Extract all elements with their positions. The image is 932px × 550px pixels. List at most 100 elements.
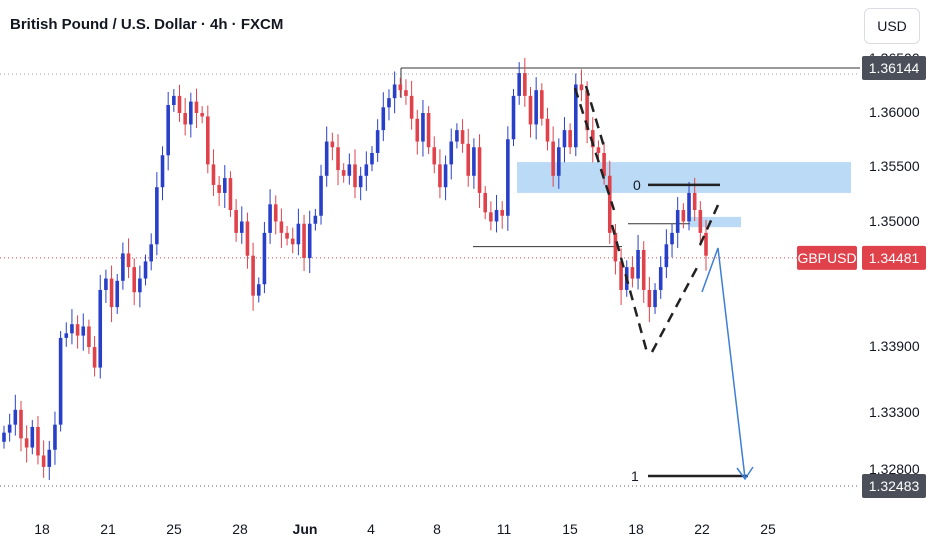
candle-body [228, 178, 233, 211]
low-level-tag: 1.32483 [862, 473, 926, 498]
candle [13, 394, 18, 436]
pattern-head-left-line[interactable] [610, 224, 650, 357]
candle [358, 166, 363, 201]
supply-zone-1[interactable] [690, 216, 741, 228]
projection-arrow-line[interactable] [701, 247, 746, 479]
pattern-left-shoulder-line[interactable] [573, 87, 616, 211]
candle-body [466, 143, 471, 176]
levels-layer [0, 67, 860, 487]
candle-body [647, 289, 652, 308]
candle-body [200, 113, 204, 117]
candle [222, 165, 227, 208]
candle-body [506, 139, 510, 216]
candle-body [472, 147, 476, 176]
candle-body [704, 232, 708, 256]
candle [381, 92, 386, 142]
candle [268, 189, 272, 244]
candle [500, 201, 504, 229]
candle-body [630, 267, 635, 279]
pattern-head-right-line[interactable] [650, 261, 702, 353]
candle-body [41, 455, 46, 467]
candle [432, 136, 437, 174]
candle [132, 258, 137, 306]
x-tick-label: 18 [34, 521, 50, 537]
candle [234, 199, 238, 242]
candle [194, 88, 199, 129]
candle-body [489, 212, 493, 222]
candle [200, 106, 204, 124]
supply-zone-0[interactable] [517, 162, 851, 193]
x-tick-label: 28 [232, 521, 248, 537]
pattern-right-shoulder-line[interactable] [698, 204, 720, 246]
high-level-tag-text: 1.36144 [869, 60, 920, 76]
candle-body [302, 223, 306, 258]
candle [347, 153, 352, 185]
candle-body [138, 278, 142, 293]
candle [523, 57, 527, 107]
candle-body [494, 210, 499, 222]
candle-body [30, 426, 35, 448]
candle-body [483, 192, 488, 213]
candle-body [613, 232, 618, 262]
candle-body [404, 90, 408, 96]
candle-body [336, 147, 340, 171]
candle [557, 138, 561, 189]
x-tick-label: 11 [497, 521, 512, 537]
candle-body [296, 223, 301, 245]
candle-body [443, 164, 448, 188]
candle [313, 208, 318, 231]
candle-body [189, 101, 193, 125]
candle-body [392, 84, 397, 99]
pattern-upper-line[interactable] [584, 85, 607, 151]
candle [70, 309, 74, 345]
fib-level-1-label: 1 [631, 468, 639, 484]
candle-body [109, 278, 114, 308]
candle [641, 241, 646, 303]
candle-body [36, 426, 40, 456]
candle [472, 138, 476, 189]
candle [149, 233, 153, 271]
candle [579, 69, 584, 102]
candle-body [415, 118, 420, 142]
candle-body [353, 164, 357, 188]
candle-body [279, 221, 284, 233]
candle [675, 197, 680, 248]
candle-body [579, 84, 584, 91]
candle-body [330, 141, 335, 148]
candle [551, 126, 555, 187]
x-tick-label: 21 [100, 521, 116, 537]
candle-body [607, 175, 612, 233]
x-tick-label: 18 [628, 521, 644, 537]
candle [121, 242, 125, 290]
candle-body [98, 289, 103, 368]
x-tick-label: Jun [293, 521, 318, 537]
currency-selector[interactable]: USD [864, 8, 920, 44]
candle [319, 164, 323, 225]
candle-body [370, 152, 374, 165]
candle [568, 123, 572, 155]
candle [211, 149, 216, 196]
candle [177, 84, 182, 122]
candle-body [421, 113, 425, 142]
candle [353, 149, 357, 199]
candle-body [590, 130, 595, 148]
candle [92, 336, 97, 377]
candle-body [358, 175, 363, 188]
candle [41, 440, 46, 478]
candle-body [687, 192, 691, 222]
symbol-tag-text: GBPUSD [797, 250, 856, 266]
candle [387, 89, 391, 121]
candle [443, 155, 448, 201]
candle [256, 277, 261, 303]
candle-body [551, 141, 555, 176]
candle-body [217, 184, 221, 193]
candle-body [698, 210, 703, 233]
x-tick-label: 15 [562, 521, 578, 537]
candle [2, 425, 6, 449]
candle [375, 119, 380, 162]
candle [166, 92, 170, 171]
candle-body [500, 210, 504, 216]
candle [613, 223, 618, 275]
candle-body [313, 215, 318, 224]
